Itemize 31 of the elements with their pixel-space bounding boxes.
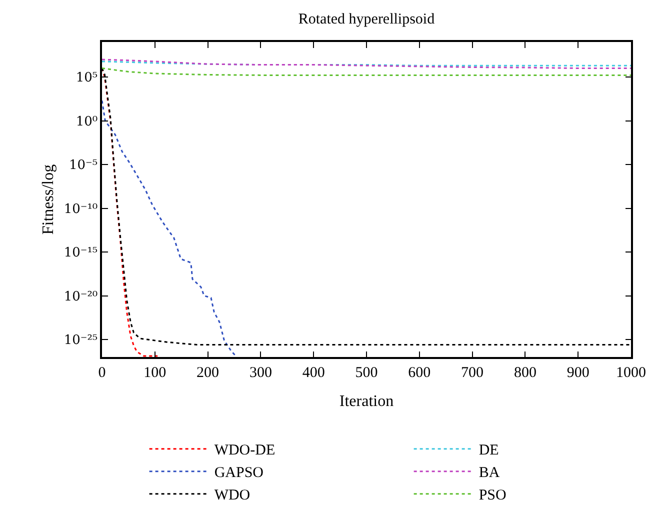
x-tick-label: 500 — [355, 364, 378, 381]
y-tick-label: 10⁵ — [76, 70, 98, 86]
x-tick-label: 800 — [514, 364, 536, 381]
legend-label: GAPSO — [214, 465, 264, 482]
x-tick-label: 200 — [196, 364, 220, 381]
y-tick-label: 10⁻²⁵ — [64, 333, 98, 348]
x-tick-label: 700 — [461, 364, 484, 381]
line-series — [102, 58, 631, 69]
x-axis-title: Iteration — [339, 392, 394, 410]
x-tick-label: 900 — [566, 364, 590, 381]
legend-label: DE — [478, 442, 499, 459]
y-axis-title: Fitness/log — [40, 164, 58, 235]
y-tick-label: 10⁻²⁰ — [64, 289, 98, 304]
x-tick-label: 300 — [249, 364, 272, 381]
x-tick-label: 1000 — [616, 364, 646, 381]
x-tick-label: 0 — [98, 364, 106, 381]
line-series — [102, 100, 237, 357]
x-tick-label: 400 — [302, 364, 325, 381]
legend-label: PSO — [478, 488, 507, 504]
x-tick-label: 100 — [144, 364, 166, 381]
line-series — [102, 68, 158, 357]
chart-title: Rotated hyperellipsoid — [298, 12, 436, 28]
y-tick-label: 10⁰ — [76, 114, 98, 130]
x-tick-label: 600 — [408, 364, 431, 381]
legend-label: BA — [478, 465, 500, 482]
y-tick-label: 10⁻¹⁵ — [64, 246, 98, 261]
line-series — [102, 68, 631, 76]
y-tick-label: 10⁻⁵ — [69, 158, 98, 174]
y-tick-label: 10⁻¹⁰ — [64, 202, 98, 217]
legend-label: WDO-DE — [214, 442, 276, 459]
legend-label: WDO — [214, 488, 250, 504]
